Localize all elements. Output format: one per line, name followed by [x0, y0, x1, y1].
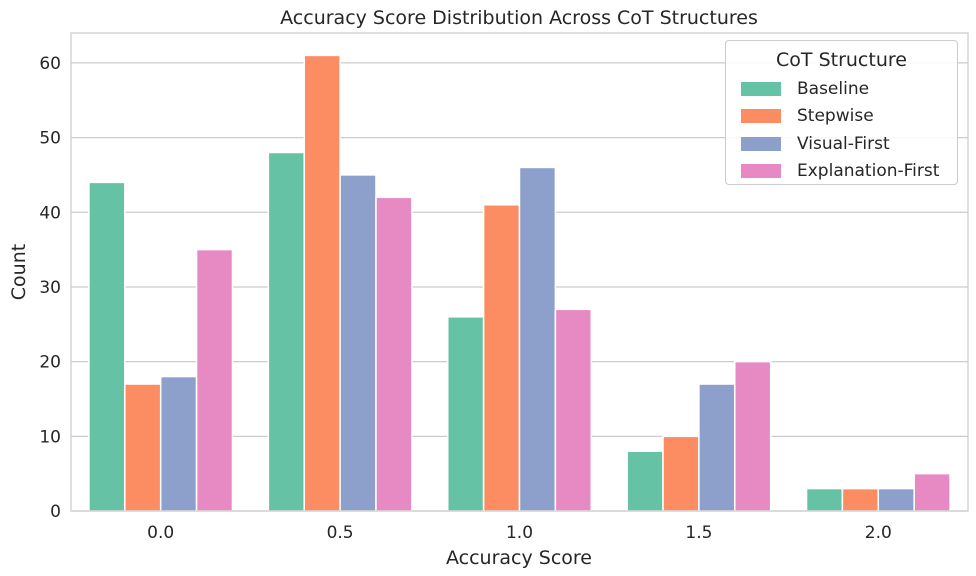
legend-label: Baseline: [797, 78, 870, 99]
x-tick-label: 0.5: [327, 523, 354, 543]
bar: [124, 383, 162, 512]
bar: [841, 487, 880, 512]
bar: [446, 316, 485, 512]
bar: [303, 54, 341, 512]
bar: [482, 204, 521, 512]
bar: [913, 472, 951, 512]
y-tick-labels: 0 10 20 30 40 50 60: [39, 54, 61, 522]
x-tick-label: 0.0: [147, 523, 174, 543]
bar: [267, 151, 305, 512]
x-tick-labels: 0.0 0.5 1.0 1.5 2.0: [147, 523, 892, 543]
y-tick-label: 40: [39, 203, 61, 223]
bar: [662, 435, 700, 512]
legend-swatch: [741, 81, 781, 96]
bar: [626, 450, 664, 512]
bar: [698, 383, 736, 512]
y-tick-label: 20: [39, 353, 61, 373]
legend-label: Explanation-First: [797, 161, 940, 182]
legend-label: Stepwise: [797, 106, 874, 127]
legend-title: CoT Structure: [776, 49, 907, 71]
bar: [88, 181, 126, 512]
bar: [554, 308, 593, 512]
legend-swatch: [741, 136, 781, 151]
legend-item-baseline: Baseline: [726, 75, 957, 103]
y-tick-label: 30: [39, 278, 61, 298]
bar: [877, 487, 915, 512]
plot-frame: [70, 32, 969, 512]
bar: [195, 248, 234, 512]
y-tick-label: 10: [39, 427, 61, 447]
y-tick-label: 60: [39, 54, 61, 74]
bar: [734, 360, 772, 512]
y-tick-label: 0: [50, 502, 61, 522]
x-tick-label: 2.0: [865, 523, 892, 543]
y-axis-label: Count: [8, 244, 30, 300]
legend-item-visual-first: Visual-First: [726, 130, 957, 158]
bar: [339, 174, 377, 512]
legend: CoT Structure Baseline Stepwise Visual-F…: [725, 40, 958, 185]
legend-item-stepwise: Stepwise: [726, 103, 957, 131]
y-tick-label: 50: [39, 129, 61, 149]
bars-group: [88, 54, 951, 512]
legend-swatch: [741, 109, 781, 124]
bar: [805, 487, 844, 512]
bar: [375, 196, 413, 512]
legend-swatch: [741, 164, 781, 179]
legend-item-explanation-first: Explanation-First: [726, 158, 957, 186]
legend-label: Visual-First: [797, 133, 890, 154]
bar: [159, 375, 198, 512]
x-axis-label: Accuracy Score: [446, 547, 592, 569]
bar: [518, 166, 557, 512]
x-tick-label: 1.5: [685, 523, 712, 543]
x-tick-label: 1.0: [506, 523, 533, 543]
chart-title: Accuracy Score Distribution Across CoT S…: [280, 7, 758, 29]
